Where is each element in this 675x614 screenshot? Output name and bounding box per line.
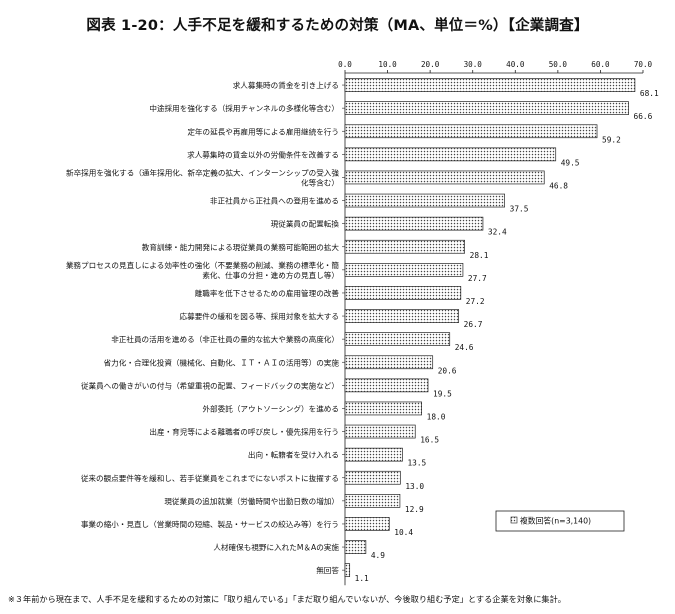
bar: [344, 401, 422, 416]
category-label: 非正社員の活用を進める（非正社員の量的な拡大や業務の高度化）: [111, 334, 339, 344]
value-label: 19.5: [433, 389, 452, 398]
value-label: 13.5: [407, 459, 426, 468]
value-label: 26.7: [464, 320, 483, 329]
value-labels: 68.1 66.6 59.2 49.5 46.8 37.5 32.4 28.1 27.7 27.2…: [355, 89, 659, 583]
category-label: 現従業員の追加就業（労働時間や出勤日数の増加）: [164, 496, 339, 506]
x-tick-label: 40.0: [506, 60, 525, 69]
bar: [344, 470, 401, 485]
legend-label: 複数回答(n=3,140): [520, 516, 591, 526]
category-label: 出向・転籍者を受け入れる: [248, 450, 339, 460]
bar: [344, 447, 403, 462]
category-label: 省力化・合理化投資（機械化、自動化、ＩＴ・ＡＩの活用等）の実施: [104, 357, 340, 367]
bar: [344, 239, 465, 254]
category-label: 離職率を低下させるための雇用管理の改善: [195, 288, 340, 298]
category-label: 教育訓練・能力開発による現従業員の業務可能範囲の拡大: [142, 242, 340, 252]
bar: [344, 332, 451, 346]
bar: [344, 147, 557, 162]
category-label: 現従業員の配置転換: [271, 219, 340, 229]
category-label: 出産・育児等による離職者の呼び戻し・優先採用を行う: [149, 427, 339, 437]
category-label: 中途採用を強化する（採用チャンネルの多様化等含む）: [149, 103, 339, 113]
bar: [344, 378, 429, 393]
x-tick-label: 30.0: [464, 60, 483, 69]
x-tick-label: 10.0: [378, 60, 397, 69]
x-tick-label: 0.0: [338, 60, 352, 69]
value-label: 28.1: [470, 251, 489, 260]
category-label: 無回答: [316, 565, 339, 575]
bar: [344, 101, 629, 116]
bar: [344, 517, 390, 531]
category-label: 素化、仕事の分担・進め方の見直し等）: [202, 270, 339, 280]
bar: [344, 170, 545, 185]
bar: [344, 193, 505, 208]
bar: [344, 494, 401, 508]
category-label: 新卒採用を強化する（通年採用化、新卒定義の拡大、インターンシップの受入強: [66, 167, 339, 177]
value-label: 13.0: [405, 482, 424, 491]
x-axis-ticks: 0.0 10.0 20.0 30.0 40.0 50.0 60.0 70.0: [338, 60, 653, 73]
x-tick-label: 60.0: [591, 60, 610, 69]
category-label: 事業の縮小・見直し（営業時間の短縮、製品・サービスの絞込み等）を行う: [81, 519, 339, 529]
value-label: 10.4: [394, 528, 413, 537]
legend: 複数回答(n=3,140): [495, 510, 625, 532]
bar: [344, 424, 416, 439]
category-label: 非正社員から正社員への登用を進める: [210, 196, 339, 206]
value-label: 27.2: [466, 297, 485, 306]
value-label: 66.6: [634, 112, 653, 121]
value-label: 68.1: [640, 89, 659, 98]
category-label: 人材確保も視野に入れたM＆Aの実施: [213, 542, 339, 552]
bar: [344, 540, 367, 554]
bar: [344, 286, 462, 300]
bar: [344, 355, 434, 370]
value-label: 12.9: [405, 505, 424, 514]
bar: [344, 78, 636, 92]
value-label: 16.5: [420, 436, 439, 445]
value-label: 32.4: [488, 228, 507, 237]
bar: [344, 563, 351, 578]
value-label: 4.9: [371, 551, 385, 560]
value-label: 46.8: [549, 181, 568, 190]
value-label: 37.5: [510, 205, 529, 214]
value-label: 24.6: [455, 343, 474, 352]
footnote: ※３年前から現在まで、人手不足を緩和するための対策に「取り組んでいる」「まだ取り…: [8, 594, 566, 604]
legend-box: [495, 510, 625, 532]
category-label: 応募要件の緩和を図る等、採用対象を拡大する: [180, 311, 339, 321]
value-label: 49.5: [561, 158, 580, 167]
category-label: 定年の延長や再雇用等による雇用継続を行う: [187, 126, 339, 136]
value-label: 1.1: [355, 574, 369, 583]
value-label: 27.7: [468, 274, 487, 283]
category-label: 求人募集時の賃金以外の労働条件を改善する: [187, 149, 339, 159]
value-label: 18.0: [427, 412, 446, 421]
category-label: 化等含む）: [301, 177, 339, 187]
category-label: 従業員への働きがいの付与（希望重視の配置、フィードバックの実施など）: [81, 380, 339, 390]
bar: [344, 309, 460, 323]
x-tick-label: 70.0: [634, 60, 653, 69]
value-label: 59.2: [602, 135, 621, 144]
chart-title: 図表 1-20：人手不足を緩和するための対策（MA、単位＝%）【企業調査】: [86, 18, 589, 34]
category-label: 求人募集時の賃金を引き上げる: [233, 80, 339, 90]
bar: [344, 216, 484, 231]
category-label: 業務プロセスの見直しによる効率性の強化（不要業務の削減、業務の標準化・簡: [66, 260, 340, 270]
bars-group: [344, 78, 636, 578]
legend-swatch: [510, 516, 518, 524]
bar: [344, 263, 464, 277]
x-tick-label: 50.0: [549, 60, 568, 69]
value-label: 20.6: [438, 366, 457, 375]
category-label: 従来の観点要件等を緩和し、若手従業員をこれまでにないポストに抜擢する: [81, 473, 339, 483]
bar: [344, 124, 598, 139]
x-tick-label: 20.0: [421, 60, 440, 69]
category-label: 外部委託（アウトソーシング）を進める: [202, 403, 339, 413]
